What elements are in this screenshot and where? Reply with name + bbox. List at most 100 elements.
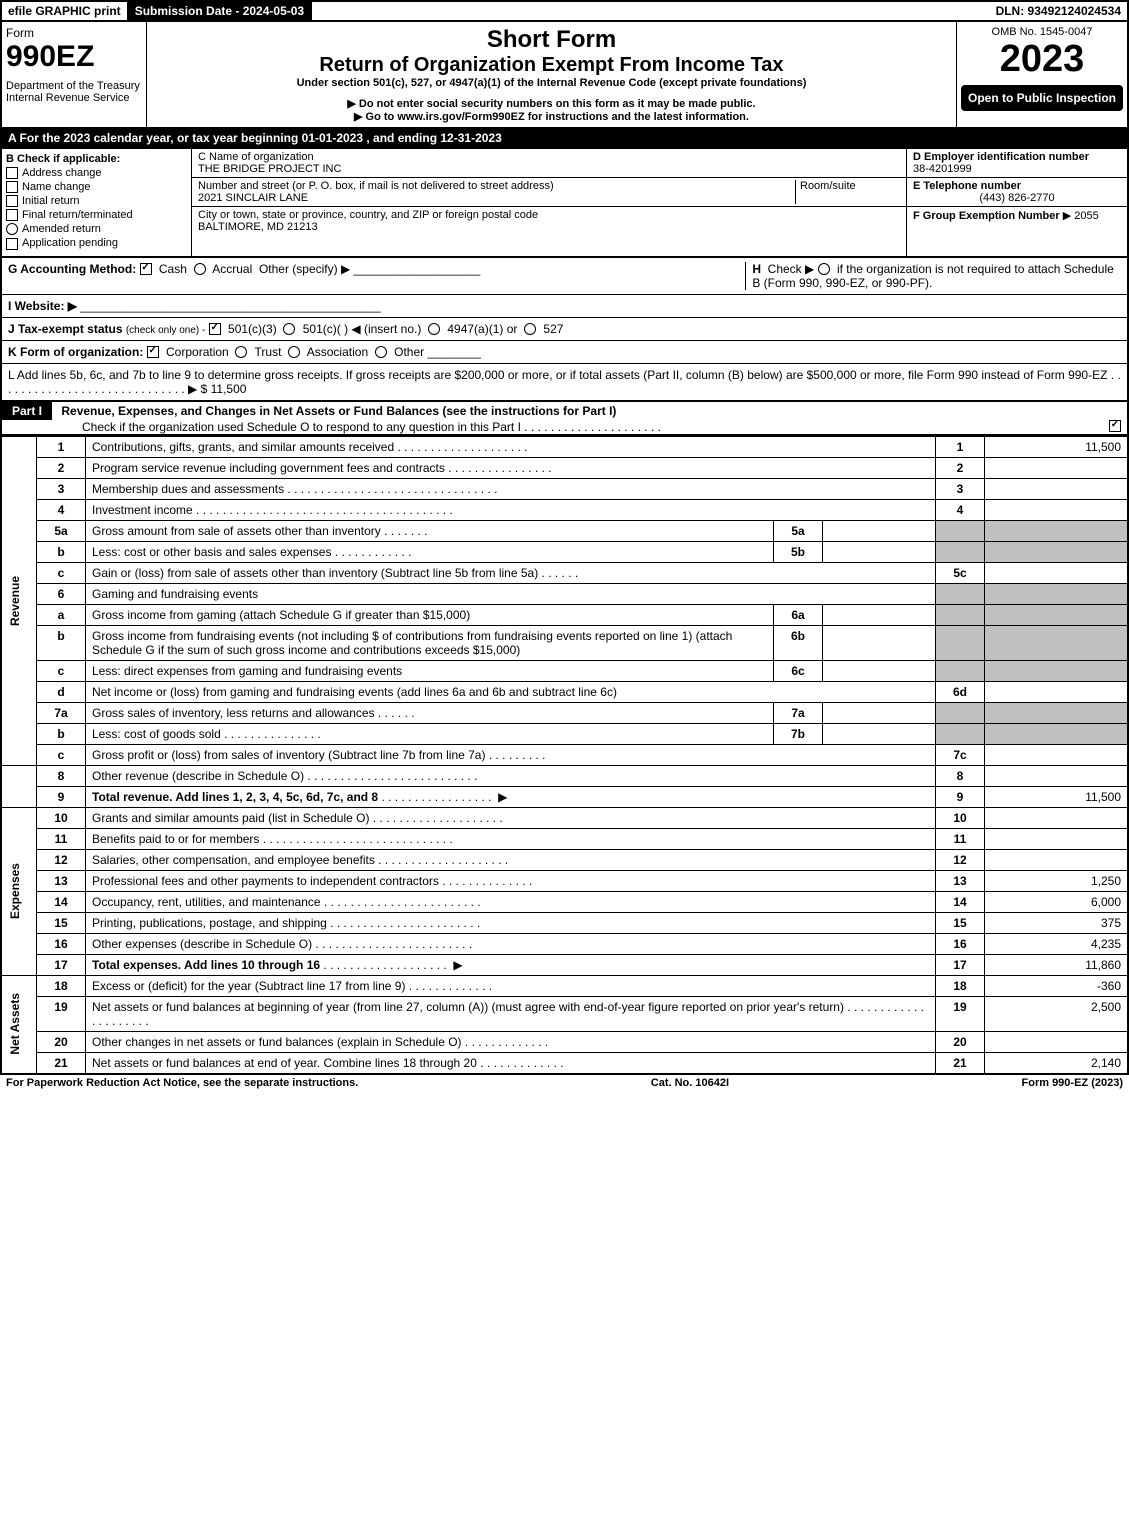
- part1-check-note: Check if the organization used Schedule …: [2, 418, 667, 436]
- form-number: 990EZ: [6, 40, 142, 74]
- form-header: Form 990EZ Department of the Treasury In…: [0, 22, 1129, 129]
- cb-initial-return[interactable]: Initial return: [6, 195, 187, 207]
- part1-heading: Revenue, Expenses, and Changes in Net As…: [61, 404, 616, 418]
- return-title: Return of Organization Exempt From Incom…: [151, 54, 952, 77]
- line-5a-input[interactable]: [823, 520, 936, 541]
- cb-trust[interactable]: [235, 346, 247, 358]
- h-schedule-b: H Check ▶ if the organization is not req…: [745, 262, 1121, 290]
- line-15-amt: 375: [985, 912, 1129, 933]
- phone: (443) 826-2770: [913, 192, 1121, 204]
- line-14-desc: Occupancy, rent, utilities, and maintena…: [86, 891, 936, 912]
- street-label: Number and street (or P. O. box, if mail…: [198, 180, 554, 192]
- other-specify: Other (specify) ▶: [259, 262, 350, 276]
- line-7c-desc: Gross profit or (loss) from sales of inv…: [86, 744, 936, 765]
- department: Department of the Treasury Internal Reve…: [6, 80, 142, 104]
- line-1-desc: Contributions, gifts, grants, and simila…: [86, 436, 936, 457]
- org-name: THE BRIDGE PROJECT INC: [198, 163, 341, 175]
- title-cell: Short Form Return of Organization Exempt…: [147, 22, 957, 127]
- line-11-desc: Benefits paid to or for members . . . . …: [86, 828, 936, 849]
- phone-label: E Telephone number: [913, 180, 1021, 192]
- line-18-amt: -360: [985, 975, 1129, 996]
- top-bar: efile GRAPHIC print Submission Date - 20…: [0, 0, 1129, 22]
- cb-accrual[interactable]: [194, 263, 206, 275]
- city: BALTIMORE, MD 21213: [198, 221, 318, 233]
- line-6a-desc: Gross income from gaming (attach Schedul…: [86, 604, 774, 625]
- right-info: D Employer identification number 38-4201…: [907, 149, 1127, 256]
- line-21-desc: Net assets or fund balances at end of ye…: [86, 1052, 936, 1074]
- line-13-desc: Professional fees and other payments to …: [86, 870, 936, 891]
- cb-part1-schedO[interactable]: [1109, 420, 1121, 432]
- line-18-desc: Excess or (deficit) for the year (Subtra…: [86, 975, 936, 996]
- cb-501c3[interactable]: [209, 323, 221, 335]
- line-6c-input[interactable]: [823, 660, 936, 681]
- line-7a-desc: Gross sales of inventory, less returns a…: [86, 702, 774, 723]
- line-16-desc: Other expenses (describe in Schedule O) …: [86, 933, 936, 954]
- open-public: Open to Public Inspection: [961, 85, 1123, 111]
- cat-no: Cat. No. 10642I: [651, 1077, 729, 1089]
- line-6b-input[interactable]: [823, 625, 936, 660]
- line-15-desc: Printing, publications, postage, and shi…: [86, 912, 936, 933]
- line-5b-input[interactable]: [823, 541, 936, 562]
- line-1-amt: 11,500: [985, 436, 1129, 457]
- line-17-desc: Total expenses. Add lines 10 through 16 …: [86, 954, 936, 975]
- ein: 38-4201999: [913, 163, 972, 175]
- line-5a-desc: Gross amount from sale of assets other t…: [86, 520, 774, 541]
- line-4-desc: Investment income . . . . . . . . . . . …: [86, 499, 936, 520]
- revenue-side-label: Revenue: [8, 576, 22, 626]
- line-9-desc: Total revenue. Add lines 1, 2, 3, 4, 5c,…: [86, 786, 936, 807]
- line-19-amt: 2,500: [985, 996, 1129, 1031]
- subtitle: Under section 501(c), 527, or 4947(a)(1)…: [151, 77, 952, 89]
- cb-527[interactable]: [524, 323, 536, 335]
- cb-501c[interactable]: [283, 323, 295, 335]
- section-c: C Name of organization THE BRIDGE PROJEC…: [192, 149, 907, 256]
- cb-name-change[interactable]: Name change: [6, 181, 187, 193]
- b-label: B Check if applicable:: [6, 153, 120, 165]
- form-ref: Form 990-EZ (2023): [1022, 1077, 1124, 1089]
- line-17-amt: 11,860: [985, 954, 1129, 975]
- street: 2021 SINCLAIR LANE: [198, 192, 308, 204]
- cb-address-change[interactable]: Address change: [6, 167, 187, 179]
- cb-assoc[interactable]: [288, 346, 300, 358]
- cb-4947[interactable]: [428, 323, 440, 335]
- line-6-desc: Gaming and fundraising events: [86, 583, 936, 604]
- line-7b-input[interactable]: [823, 723, 936, 744]
- dln: DLN: 93492124024534: [990, 2, 1127, 20]
- city-label: City or town, state or province, country…: [198, 209, 538, 221]
- line-16-amt: 4,235: [985, 933, 1129, 954]
- omb: OMB No. 1545-0047: [961, 26, 1123, 38]
- website-label: I Website: ▶: [8, 299, 77, 313]
- cb-final-return[interactable]: Final return/terminated: [6, 209, 187, 221]
- line-13-amt: 1,250: [985, 870, 1129, 891]
- paperwork-notice: For Paperwork Reduction Act Notice, see …: [6, 1077, 358, 1089]
- l-gross-receipts: L Add lines 5b, 6c, and 7b to line 9 to …: [0, 364, 1129, 402]
- line-7a-input[interactable]: [823, 702, 936, 723]
- cb-corp[interactable]: [147, 346, 159, 358]
- cb-pending[interactable]: Application pending: [6, 237, 187, 249]
- line-7b-desc: Less: cost of goods sold . . . . . . . .…: [86, 723, 774, 744]
- line-6a-input[interactable]: [823, 604, 936, 625]
- line-14-amt: 6,000: [985, 891, 1129, 912]
- cb-sched-b[interactable]: [818, 263, 830, 275]
- group-number: 2055: [1074, 210, 1098, 222]
- gross-receipts-value: 11,500: [211, 382, 247, 396]
- ssn-warning: ▶ Do not enter social security numbers o…: [151, 97, 952, 110]
- tax-year: 2023: [961, 38, 1123, 81]
- expenses-side-label: Expenses: [8, 863, 22, 919]
- line-8-desc: Other revenue (describe in Schedule O) .…: [86, 765, 936, 786]
- group-exempt-label: F Group Exemption Number: [913, 210, 1060, 222]
- cb-amended[interactable]: Amended return: [6, 223, 187, 235]
- cb-cash[interactable]: [140, 263, 152, 275]
- line-9-amt: 11,500: [985, 786, 1129, 807]
- cb-other-org[interactable]: [375, 346, 387, 358]
- line-5c-desc: Gain or (loss) from sale of assets other…: [86, 562, 936, 583]
- line-2-desc: Program service revenue including govern…: [86, 457, 936, 478]
- part1-header-row: Part I Revenue, Expenses, and Changes in…: [0, 402, 1129, 436]
- line-6c-desc: Less: direct expenses from gaming and fu…: [86, 660, 774, 681]
- line-6d-desc: Net income or (loss) from gaming and fun…: [86, 681, 936, 702]
- line-5b-desc: Less: cost or other basis and sales expe…: [86, 541, 774, 562]
- i-website-row: I Website: ▶ ___________________________…: [0, 295, 1129, 318]
- goto-link[interactable]: ▶ Go to www.irs.gov/Form990EZ for instru…: [151, 110, 952, 123]
- line-10-desc: Grants and similar amounts paid (list in…: [86, 807, 936, 828]
- section-a: A For the 2023 calendar year, or tax yea…: [0, 129, 1129, 149]
- g-accounting: G Accounting Method: Cash Accrual Other …: [8, 262, 745, 290]
